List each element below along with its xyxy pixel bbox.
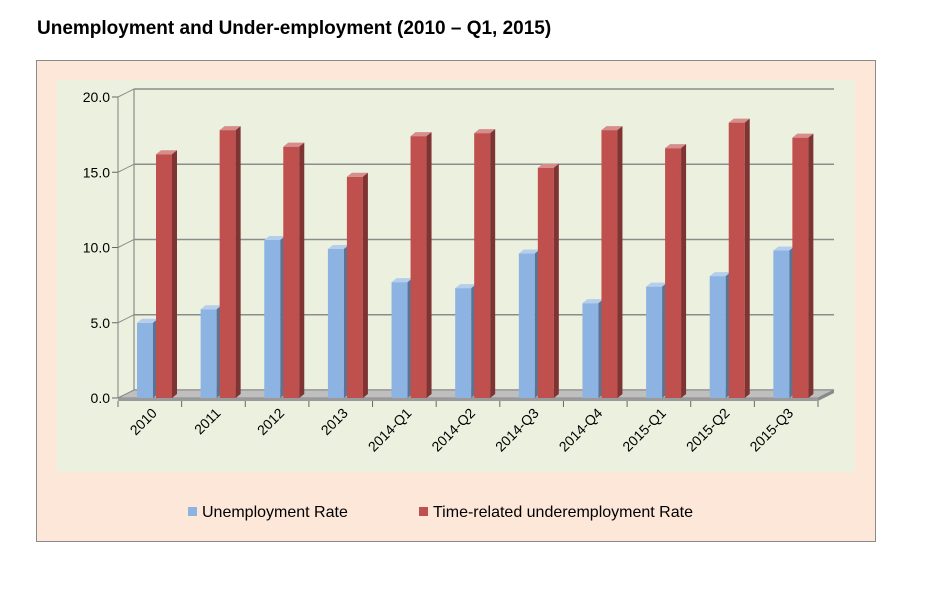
bar-unemployment [582,299,604,398]
floor-front [118,398,818,401]
bar-side [617,126,623,399]
bar-unemployment [773,246,795,398]
bar-underemployment [219,126,241,399]
bar-underemployment [410,132,432,398]
bar-unemployment [455,284,477,398]
bar-top [792,133,814,138]
bar-top [665,144,687,149]
bar-front [601,130,618,399]
bar-front [537,167,554,398]
bar-top [264,235,286,240]
bar-side [681,144,687,398]
bar-top [601,126,623,131]
bar-unemployment [518,249,540,398]
bar-front [137,322,153,398]
gridline-side [117,88,135,98]
bar-side [172,150,177,398]
bar-side [426,132,432,398]
legend-label: Unemployment Rate [202,504,348,521]
bar-front [518,253,535,398]
bar-side [362,172,368,398]
bar-front [283,146,300,398]
legend-item: Unemployment Rate [188,504,348,521]
bars [137,118,814,399]
legend-swatch [419,507,428,516]
bar-front [474,133,491,398]
bar-underemployment [156,150,177,398]
gridline-side [117,239,135,248]
bar-top [410,132,432,137]
y-tick-label: 5.0 [91,315,111,331]
bar-front [410,136,427,398]
bar-top [518,249,540,254]
bar-side [235,126,241,399]
bar-front [455,288,472,398]
bar-unemployment [646,282,668,398]
bar-front [646,286,663,398]
floor-side [818,390,834,401]
bar-underemployment [346,172,368,398]
bar-front [264,239,281,398]
bar-side [808,133,814,398]
bar-top [156,150,177,155]
bar-top [327,245,349,250]
bar-front [156,154,172,398]
bar-front [327,249,344,398]
chart-title: Unemployment and Under-employment (2010 … [37,18,552,39]
bar-underemployment [537,163,559,398]
bar-unemployment [391,278,413,398]
bar-underemployment [283,142,305,398]
bar-side [490,129,496,398]
bar-front [773,250,790,398]
bar-top [283,142,305,147]
legend-label: Time-related underemployment Rate [433,504,693,521]
bar-underemployment [601,126,623,399]
bar-top [346,172,368,177]
bar-unemployment [709,272,731,398]
bar-unemployment [200,305,222,398]
bar-underemployment [474,129,496,398]
bar-front [582,303,599,398]
bar-top [391,278,413,283]
gridline-side [117,163,135,173]
gridline-side [117,314,135,324]
bar-unemployment [264,235,286,398]
bar-underemployment [792,133,814,398]
legend: Unemployment Rate Time-related underemplo… [188,504,693,521]
bar-front [709,276,726,398]
bar-front [728,122,745,399]
bar-top [455,284,477,289]
bar-front [200,309,217,398]
bar-underemployment [728,118,750,399]
bar-top [474,129,496,134]
bar-top [582,299,604,304]
bar-front [665,148,682,398]
bar-front [391,282,408,398]
y-tick-label: 0.0 [91,390,111,406]
bar-top [709,272,731,277]
bar-top [773,246,795,251]
legend-item: Time-related underemployment Rate [419,504,693,521]
bar-top [200,305,222,310]
bar-top [537,163,559,168]
y-tick-label: 20.0 [83,89,110,105]
bar-top [646,282,668,287]
legend-swatch [188,507,197,516]
bar-top [728,118,750,123]
bar-side [553,163,559,398]
y-tick-label: 10.0 [83,240,110,256]
bar-front [346,176,363,398]
bar-side [744,118,750,399]
bar-front [792,137,809,398]
y-tick-label: 15.0 [83,164,110,180]
bar-unemployment [327,245,349,398]
bar-front [219,130,236,399]
bar-top [137,318,158,323]
bar-underemployment [665,144,687,398]
bar-top [219,126,241,131]
bar-side [299,142,305,398]
bar-unemployment [137,318,158,398]
